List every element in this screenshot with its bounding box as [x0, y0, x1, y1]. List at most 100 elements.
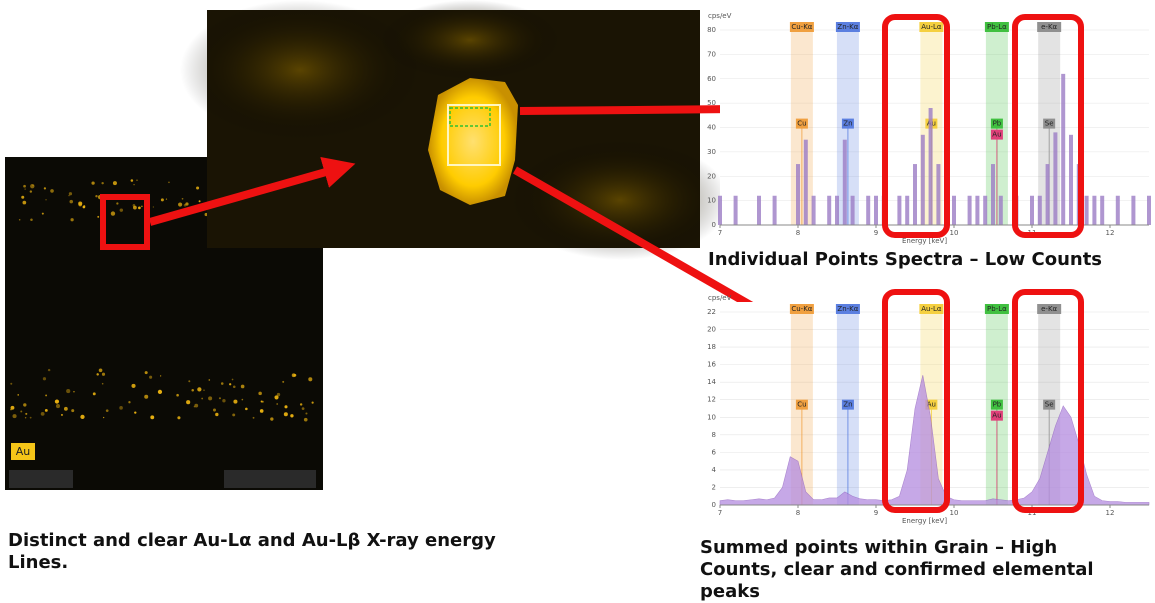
element-label: Zn-Kα — [837, 305, 858, 313]
speckle — [219, 397, 221, 399]
speckle — [42, 213, 44, 215]
speckle — [233, 385, 236, 388]
y-tick-label: 12 — [707, 396, 716, 404]
speckle — [83, 205, 85, 207]
x-tick-label: 9 — [874, 509, 878, 517]
x-tick-label: 12 — [1106, 509, 1115, 517]
speckle — [30, 218, 33, 221]
speckle — [133, 184, 134, 185]
speckle — [184, 204, 187, 207]
y-tick-label: 20 — [707, 326, 716, 334]
marker-label: Se — [1045, 401, 1054, 409]
x-tick-label: 9 — [874, 229, 878, 237]
bar — [983, 196, 987, 225]
y-tick-label: 14 — [707, 378, 716, 386]
y-tick-label: 40 — [707, 124, 716, 132]
x-tick-label: 12 — [1106, 229, 1115, 237]
speckle — [96, 373, 98, 375]
speckle — [23, 201, 27, 205]
speckle — [66, 389, 70, 393]
speckle — [71, 409, 74, 412]
speckle — [119, 406, 123, 410]
bar — [952, 196, 956, 225]
bar — [1053, 132, 1057, 225]
speckle — [133, 204, 136, 207]
x-axis-label: Energy [keV] — [902, 237, 947, 245]
speckle — [95, 195, 97, 197]
bar — [835, 196, 839, 225]
y-tick-label: 0 — [712, 221, 716, 229]
element-label: Pb-Lα — [987, 23, 1007, 31]
speckle — [131, 384, 135, 388]
bar — [1085, 196, 1089, 225]
speckle — [64, 407, 68, 411]
haze — [180, 0, 420, 140]
speckle — [136, 179, 137, 180]
speckle — [232, 413, 235, 416]
speckle — [44, 187, 46, 189]
speckle — [199, 200, 201, 202]
bar — [851, 196, 855, 225]
speckle — [91, 181, 94, 184]
speckle — [229, 383, 231, 385]
speckle — [196, 186, 199, 189]
speckle — [284, 405, 287, 408]
y-tick-label: 8 — [712, 431, 716, 439]
bar — [773, 196, 777, 225]
speckle — [290, 414, 293, 417]
speckle — [23, 403, 26, 406]
element-label: Cu-Kα — [791, 305, 812, 313]
speckle — [131, 179, 134, 182]
y-tick-label: 0 — [712, 501, 716, 509]
bar — [936, 164, 940, 225]
x-tick-label: 7 — [718, 229, 722, 237]
bar — [804, 140, 808, 225]
speckle — [161, 198, 164, 201]
speckle — [102, 373, 105, 376]
speckle — [203, 390, 204, 391]
speckle — [13, 414, 17, 418]
bar — [991, 164, 995, 225]
speckle — [21, 196, 24, 199]
bar — [1030, 196, 1034, 225]
bar — [827, 196, 831, 225]
zoom-image — [180, 0, 730, 260]
x-tick-label: 10 — [950, 229, 959, 237]
bar — [975, 196, 979, 225]
bar — [757, 196, 761, 225]
speckle — [101, 182, 103, 184]
speckle — [19, 219, 21, 221]
bar — [734, 196, 738, 225]
bar — [718, 196, 722, 225]
speckle — [213, 409, 216, 412]
speckle — [144, 395, 148, 399]
speckle — [120, 208, 123, 211]
speckle — [186, 400, 190, 404]
speckle — [41, 412, 45, 416]
speckle — [61, 414, 63, 416]
figure: Au 01020304050607080789101112cps/eVEnerg… — [0, 0, 1155, 603]
speckle — [43, 377, 46, 380]
speckle — [20, 410, 22, 412]
x-tick-label: 8 — [796, 229, 800, 237]
speckle — [168, 182, 170, 184]
y-tick-label: 60 — [707, 75, 716, 83]
speckle — [178, 202, 182, 206]
speckle — [201, 398, 203, 400]
haze — [380, 0, 560, 80]
y-tick-label: 20 — [707, 172, 716, 180]
speckle — [150, 415, 154, 419]
speckle — [194, 404, 198, 408]
bar — [874, 196, 878, 225]
speckle — [293, 374, 296, 377]
caption: Individual Points Spectra – Low Counts — [708, 249, 1102, 271]
element-label: Pb-Lα — [987, 305, 1007, 313]
speckle — [102, 383, 104, 385]
bar — [1100, 196, 1104, 225]
bar — [843, 140, 847, 225]
speckle — [160, 375, 161, 376]
speckle — [258, 392, 262, 396]
speckle — [241, 385, 245, 389]
speckle — [30, 417, 32, 419]
y-tick-label: 2 — [712, 483, 716, 491]
